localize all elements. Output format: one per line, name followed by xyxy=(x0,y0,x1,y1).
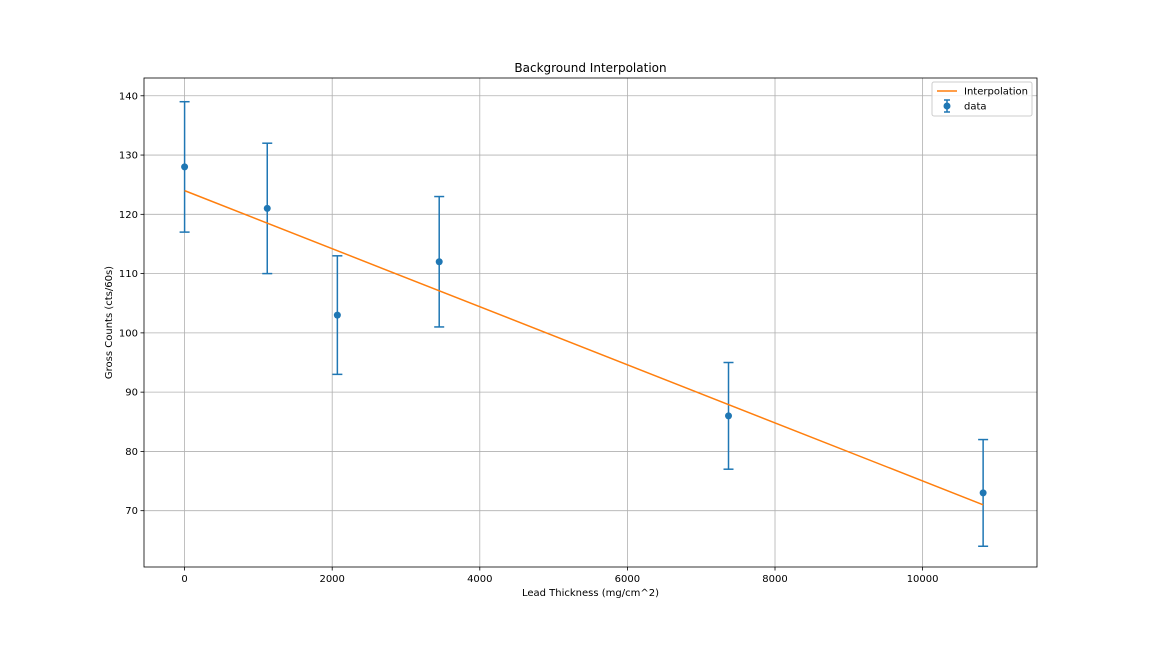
y-axis-label: Gross Counts (cts/60s) xyxy=(104,266,115,379)
y-tick-label: 110 xyxy=(119,269,138,280)
x-tick-label: 6000 xyxy=(615,574,640,585)
y-tick-label: 90 xyxy=(125,388,138,399)
axes-frame xyxy=(143,77,1038,568)
data-point xyxy=(725,412,733,420)
x-tick-label: 8000 xyxy=(762,574,787,585)
y-tick-label: 100 xyxy=(119,328,138,339)
y-tick-label: 80 xyxy=(125,447,138,458)
legend-data-label: data xyxy=(964,102,987,113)
legend: Interpolation data xyxy=(931,81,1033,117)
x-tick-label: 4000 xyxy=(467,574,492,585)
legend-interpolation-label: Interpolation xyxy=(964,87,1028,98)
axis-ticks: 0 2000 4000 6000 8000 10000 70 80 90 100 110 120 130… xyxy=(119,91,939,585)
data-point xyxy=(435,258,443,266)
x-axis-label: Lead Thickness (mg/cm^2) xyxy=(522,588,659,599)
data-point xyxy=(263,204,271,212)
legend-marker xyxy=(943,102,951,110)
legend-data-swatch xyxy=(943,99,951,113)
y-tick-label: 130 xyxy=(119,151,138,162)
x-tick-label: 2000 xyxy=(319,574,344,585)
data-point xyxy=(333,311,341,319)
x-tick-label: 0 xyxy=(181,574,187,585)
data-point xyxy=(979,489,987,497)
y-tick-label: 120 xyxy=(119,210,138,221)
data-point xyxy=(181,163,189,171)
x-tick-label: 10000 xyxy=(907,574,939,585)
plot-area xyxy=(179,100,989,548)
y-tick-label: 70 xyxy=(125,506,138,517)
interpolation-line xyxy=(184,189,984,506)
y-tick-label: 140 xyxy=(119,91,138,102)
chart-title: Background Interpolation xyxy=(514,61,666,75)
grid xyxy=(144,78,1037,567)
